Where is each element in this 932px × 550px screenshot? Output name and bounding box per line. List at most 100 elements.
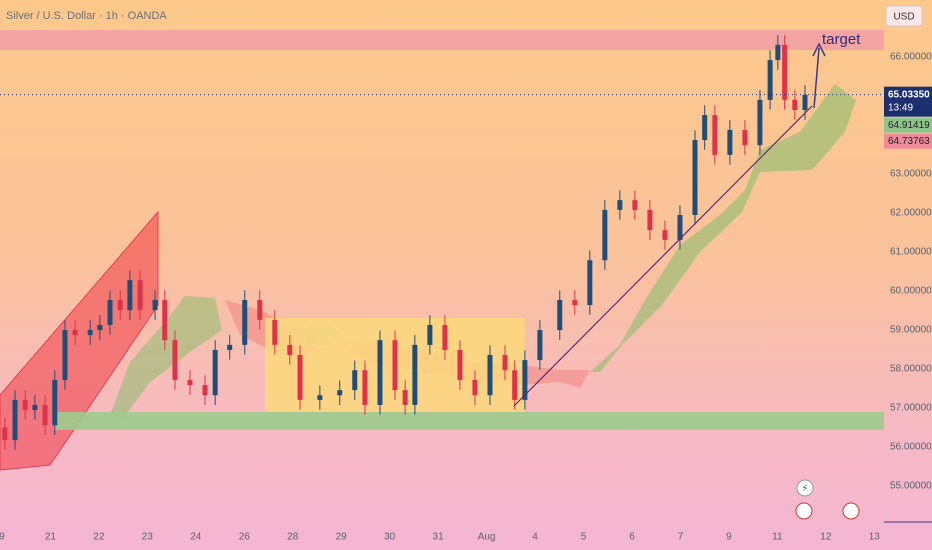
candle-body — [97, 324, 103, 331]
price-tag — [884, 117, 932, 133]
candle-body — [557, 300, 563, 331]
x-tick-label: 26 — [239, 532, 251, 543]
candle-body — [472, 379, 478, 396]
candle-body — [767, 60, 773, 100]
candle-body — [62, 330, 68, 380]
candle-body — [137, 280, 143, 311]
candle-body — [297, 355, 303, 400]
candle-body — [522, 360, 528, 400]
event-icon[interactable] — [796, 479, 814, 497]
x-tick-label: 9 — [0, 532, 5, 543]
candle-body — [42, 404, 48, 426]
candle-body — [662, 230, 668, 240]
candle-body — [257, 300, 263, 320]
price-tag-label: 64.91419 — [888, 120, 930, 131]
x-tick-label: Aug — [478, 532, 496, 543]
x-tick-label: 21 — [45, 532, 57, 543]
candle-body — [127, 280, 133, 311]
candle-body — [107, 300, 113, 325]
symbol-title: Silver / U.S. Dollar · 1h · OANDA — [6, 10, 167, 22]
candle-body — [272, 319, 278, 345]
x-tick-label: 22 — [93, 532, 105, 543]
candle-body — [352, 370, 358, 391]
y-tick-label: 59.00000 — [890, 325, 932, 336]
x-tick-label: 13 — [869, 532, 881, 543]
x-tick-label: 6 — [629, 532, 635, 543]
countdown-label: 13:49 — [888, 102, 913, 113]
candle-body — [712, 115, 718, 155]
x-tick-label: 12 — [820, 532, 832, 543]
candle-body — [12, 399, 18, 441]
candle-body — [187, 379, 193, 386]
cloud — [590, 84, 856, 372]
x-tick-label: 4 — [532, 532, 538, 543]
currency-button[interactable] — [885, 5, 923, 27]
candle-body — [702, 115, 708, 141]
y-tick-label: 62.00000 — [890, 208, 932, 219]
y-tick-label: 56.00000 — [890, 442, 932, 453]
x-tick-label: 31 — [433, 532, 445, 543]
candle-body — [362, 370, 368, 405]
candle-body — [337, 390, 343, 396]
x-tick-label: 7 — [678, 532, 684, 543]
candle-body — [32, 404, 38, 411]
candle-body — [72, 330, 78, 336]
candle-body — [52, 379, 58, 426]
candle-body — [692, 140, 698, 215]
candle-body — [502, 355, 508, 371]
candles — [2, 35, 808, 450]
trend-line — [513, 105, 813, 407]
target-arrow-head — [812, 42, 826, 57]
candle-body — [617, 200, 623, 210]
candle-body — [412, 344, 418, 405]
event-icon[interactable] — [842, 502, 860, 520]
candle-body — [802, 94, 808, 111]
event-icon-glyph: ⚡ — [801, 484, 808, 495]
rising-channel — [0, 210, 159, 471]
zone — [54, 411, 884, 430]
candle-body — [162, 300, 168, 341]
x-tick-label: 30 — [384, 532, 396, 543]
candle-body — [212, 349, 218, 396]
candle-body — [742, 129, 748, 146]
price-tag — [884, 133, 932, 149]
x-tick-label: 28 — [287, 532, 299, 543]
candle-body — [602, 209, 608, 261]
price-tag-label: 64.73763 — [888, 136, 930, 147]
candle-body — [152, 300, 158, 311]
candle-body — [227, 344, 233, 350]
y-tick-label: 61.00000 — [890, 247, 932, 258]
candle-body — [537, 330, 543, 361]
candle-body — [677, 214, 683, 240]
candle-body — [22, 399, 28, 411]
candle-body — [172, 340, 178, 380]
candle-body — [87, 330, 93, 336]
candle-body — [457, 349, 463, 380]
candle-body — [487, 355, 493, 396]
candle-body — [727, 129, 733, 155]
x-tick-label: 11 — [772, 532, 783, 543]
candle-body — [117, 300, 123, 311]
y-tick-label: 63.00000 — [890, 169, 932, 180]
x-tick-label: 9 — [726, 532, 732, 543]
cloud — [110, 296, 222, 420]
last-price-tag — [884, 86, 932, 117]
event-icon[interactable] — [795, 502, 813, 520]
y-tick-label: 55.00000 — [890, 481, 932, 492]
currency-label[interactable]: USD — [893, 12, 914, 23]
target-label: target — [822, 31, 861, 48]
candle-body — [587, 260, 593, 306]
candle-body — [287, 344, 293, 356]
candle-body — [792, 99, 798, 111]
candle-body — [392, 340, 398, 391]
x-tick-label: 5 — [581, 532, 587, 543]
candle-body — [647, 209, 653, 231]
candle-body — [317, 395, 323, 400]
y-tick-label: 57.00000 — [890, 403, 932, 414]
candle-body — [377, 340, 383, 405]
candle-body — [202, 385, 208, 396]
target-arrow — [813, 47, 820, 109]
x-tick-label: 23 — [142, 532, 154, 543]
